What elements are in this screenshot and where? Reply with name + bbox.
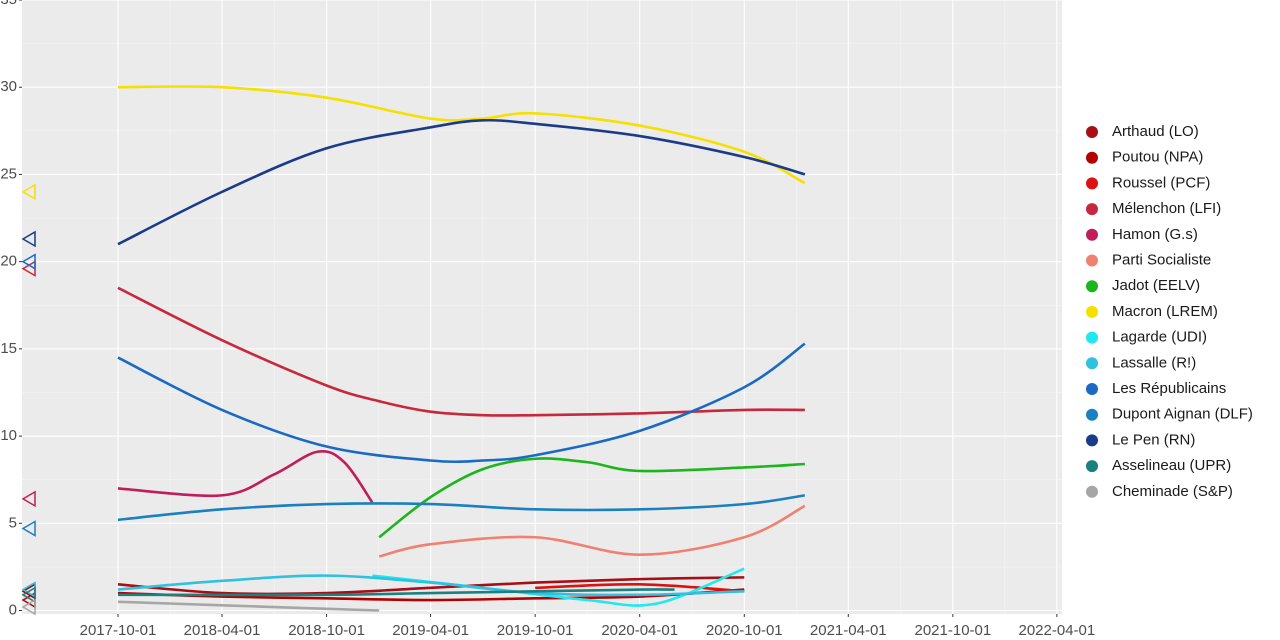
x-tick-label: 2018-10-01 bbox=[288, 622, 365, 639]
legend-label: Jadot (EELV) bbox=[1112, 277, 1200, 294]
series-line bbox=[535, 582, 745, 593]
series-line bbox=[117, 588, 675, 597]
series-line bbox=[117, 342, 806, 464]
legend-key bbox=[1086, 383, 1098, 395]
legend-label: Cheminade (S&P) bbox=[1112, 483, 1233, 500]
y-tick-label: 25 bbox=[0, 165, 17, 182]
x-tick-label: 2017-10-01 bbox=[80, 622, 157, 639]
x-tick-label: 2020-04-01 bbox=[601, 622, 678, 639]
x-tick-label: 2020-10-01 bbox=[706, 622, 783, 639]
series-line bbox=[117, 600, 380, 612]
result-marker bbox=[21, 520, 36, 537]
series-line bbox=[117, 494, 806, 522]
legend-key bbox=[1086, 280, 1098, 293]
legend-key bbox=[1086, 485, 1098, 498]
series-line bbox=[378, 504, 806, 558]
legend-label: Macron (LREM) bbox=[1112, 303, 1218, 320]
series-line bbox=[117, 85, 806, 185]
legend-key bbox=[1086, 228, 1098, 241]
legend-label: Les Républicains bbox=[1112, 380, 1226, 397]
legend-label: Asselineau (UPR) bbox=[1112, 457, 1231, 474]
x-tick-label: 2022-04-01 bbox=[1018, 622, 1095, 639]
y-tick-label: 20 bbox=[0, 253, 17, 270]
series-line bbox=[117, 449, 374, 504]
x-tick-label: 2021-04-01 bbox=[810, 622, 887, 639]
result-marker bbox=[21, 490, 36, 508]
legend-key bbox=[1086, 305, 1098, 318]
legend-key bbox=[1086, 203, 1098, 216]
x-tick-label: 2018-04-01 bbox=[184, 622, 261, 639]
legend-key bbox=[1086, 460, 1098, 473]
legend-label: Roussel (PCF) bbox=[1112, 174, 1210, 191]
result-marker bbox=[21, 598, 36, 616]
legend-key bbox=[1086, 126, 1098, 138]
result-marker bbox=[21, 253, 36, 270]
legend-label: Poutou (NPA) bbox=[1112, 149, 1203, 166]
legend-label: Lassalle (R!) bbox=[1112, 354, 1196, 371]
legend-label: Hamon (G.s) bbox=[1112, 226, 1198, 243]
legend-key bbox=[1086, 177, 1098, 190]
legend-label: Lagarde (UDI) bbox=[1112, 329, 1207, 346]
legend-key bbox=[1086, 254, 1098, 267]
y-tick-label: 30 bbox=[0, 78, 17, 95]
legend-label: Le Pen (RN) bbox=[1112, 431, 1195, 448]
plot-panel bbox=[22, 0, 1062, 614]
legend-key bbox=[1086, 151, 1098, 164]
x-tick-label: 2021-10-01 bbox=[914, 622, 991, 639]
y-tick-label: 35 bbox=[0, 0, 17, 8]
series-line bbox=[117, 588, 745, 602]
series-line bbox=[117, 576, 745, 596]
legend-key bbox=[1086, 408, 1098, 421]
x-tick-label: 2019-10-01 bbox=[497, 622, 574, 639]
series-line bbox=[117, 118, 806, 246]
y-tick-label: 0 bbox=[9, 601, 17, 618]
y-tick-label: 10 bbox=[0, 427, 17, 444]
series-line bbox=[378, 457, 805, 539]
legend-key bbox=[1086, 331, 1098, 344]
legend-label: Parti Socialiste bbox=[1112, 251, 1211, 268]
result-marker bbox=[21, 230, 36, 248]
series-line bbox=[117, 574, 745, 597]
legend-key bbox=[1086, 434, 1098, 447]
y-tick-label: 5 bbox=[9, 514, 17, 531]
result-marker bbox=[21, 183, 36, 201]
legend-label: Dupont Aignan (DLF) bbox=[1112, 406, 1253, 423]
x-tick-label: 2019-04-01 bbox=[392, 622, 469, 639]
result-marker bbox=[21, 586, 36, 604]
legend-label: Mélenchon (LFI) bbox=[1112, 200, 1221, 217]
y-tick-label: 15 bbox=[0, 340, 17, 357]
legend-label: Arthaud (LO) bbox=[1112, 123, 1199, 140]
legend-key bbox=[1086, 357, 1098, 370]
